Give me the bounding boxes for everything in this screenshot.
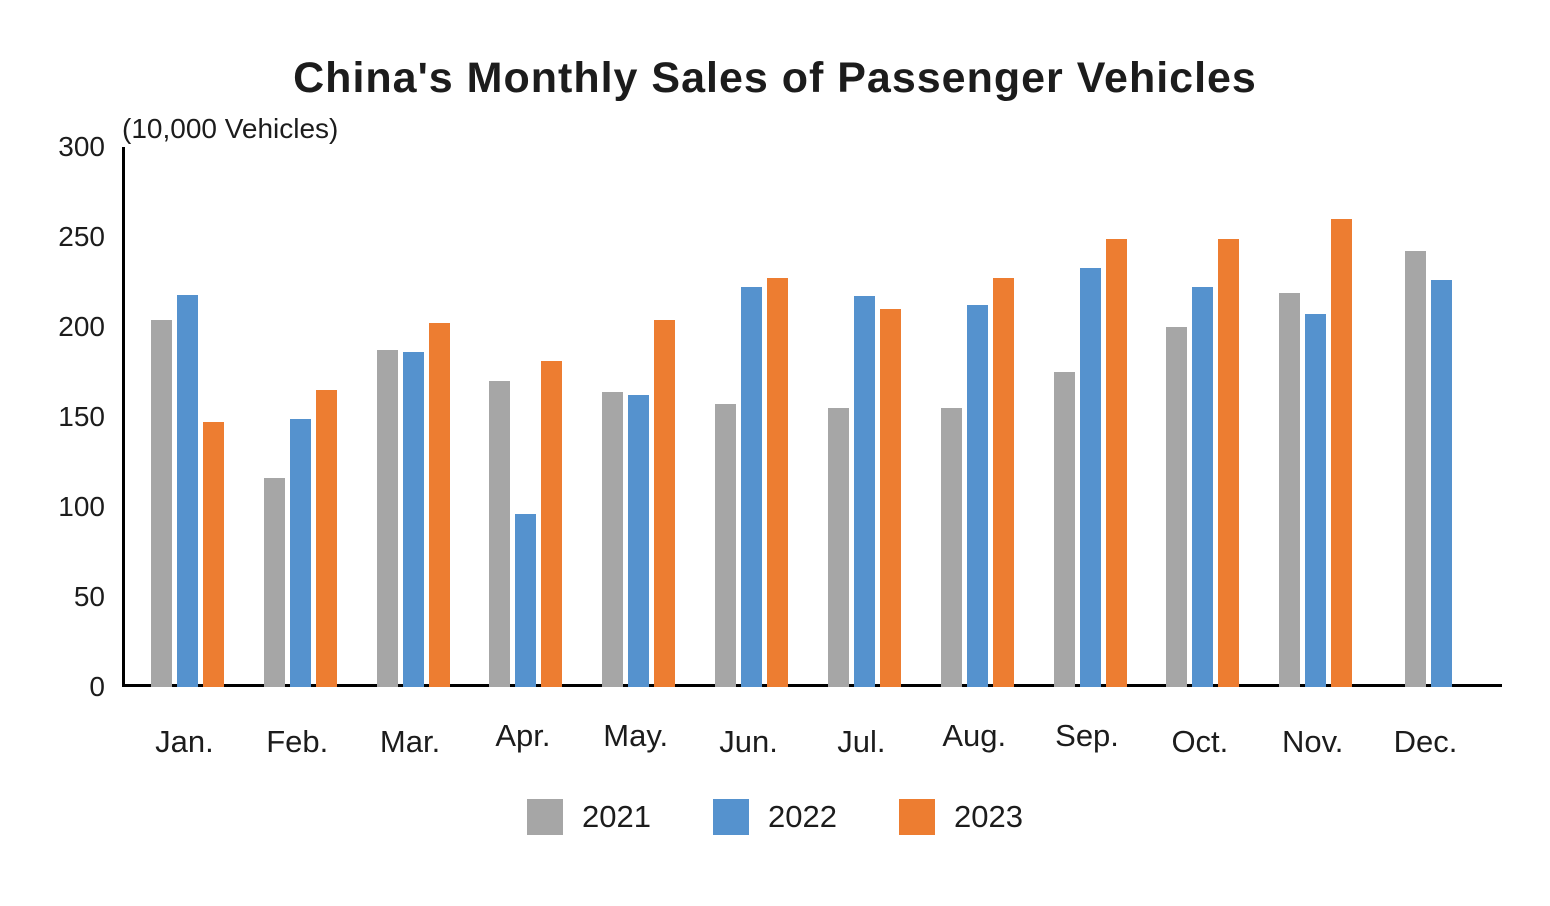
bar-2023-jan (202, 422, 224, 687)
bar-group-aug (921, 147, 1034, 687)
bar-2022-jan (176, 294, 198, 687)
legend-label-2022: 2022 (768, 799, 837, 834)
bar-2022-may (628, 395, 650, 687)
bar-2021-jul (827, 408, 849, 687)
x-axis-label-oct: Oct. (1171, 724, 1229, 759)
bar-2021-dec (1405, 251, 1427, 687)
bar-2021-aug (940, 408, 962, 687)
bar-2021-sep (1053, 372, 1075, 687)
bar-2021-apr (489, 381, 511, 687)
y-tick-label-50: 50 (73, 581, 105, 612)
x-axis-label-may: May. (603, 718, 669, 753)
legend-item-2023: 2023 (898, 799, 1023, 835)
bar-group-nov (1259, 147, 1372, 687)
bar-2023-aug (992, 278, 1014, 687)
legend-label-2023: 2023 (953, 799, 1023, 834)
legend-swatch-2022 (713, 799, 750, 835)
bar-2021-oct (1166, 327, 1188, 687)
bar-2022-sep (1079, 267, 1101, 687)
y-axis-unit-label: (10,000 Vehicles) (122, 113, 339, 144)
bar-2022-nov (1305, 314, 1327, 687)
bar-2021-may (602, 391, 624, 687)
bar-2023-apr (541, 361, 563, 687)
bar-2021-feb (263, 478, 285, 687)
legend-item-2022: 2022 (713, 799, 837, 835)
bar-2022-dec (1431, 280, 1453, 687)
plot-area (122, 147, 1482, 687)
bar-2022-mar (402, 352, 424, 687)
bar-2022-feb (289, 418, 311, 687)
y-tick-label-0: 0 (89, 671, 105, 702)
x-axis-label-jul: Jul. (837, 724, 886, 759)
legend-label-2021: 2021 (582, 799, 652, 834)
bar-2021-mar (376, 350, 398, 687)
bar-2021-jun (715, 404, 737, 687)
bar-group-may (582, 147, 695, 687)
bar-group-feb (244, 147, 357, 687)
bar-2023-sep (1105, 238, 1127, 687)
bars-layer (131, 147, 1485, 687)
bar-group-jun (695, 147, 808, 687)
x-axis-line-extension (1482, 684, 1502, 687)
x-axis-label-nov: Nov. (1281, 724, 1344, 759)
y-tick-label-100: 100 (58, 491, 105, 522)
bar-group-sep (1034, 147, 1147, 687)
bar-group-jul (808, 147, 921, 687)
bar-2023-jun (767, 278, 789, 687)
bar-2022-oct (1192, 287, 1214, 687)
x-axis-label-aug: Aug. (942, 718, 1007, 753)
bar-group-apr (469, 147, 582, 687)
bar-2022-apr (515, 514, 537, 687)
bar-2023-feb (315, 390, 337, 687)
bar-group-dec (1372, 147, 1485, 687)
legend: 2021 2022 2023 (0, 799, 1550, 835)
bar-2023-mar (428, 323, 450, 687)
x-axis-label-feb: Feb. (266, 724, 329, 759)
y-tick-label-200: 200 (58, 311, 105, 342)
x-axis-label-jun: Jun. (719, 724, 778, 759)
bar-2022-jul (853, 296, 875, 687)
x-axis-label-dec: Dec. (1393, 724, 1458, 759)
legend-swatch-2021 (527, 799, 564, 835)
bar-2023-nov (1331, 219, 1353, 687)
bar-2023-jul (879, 309, 901, 687)
bar-2022-aug (966, 305, 988, 687)
y-tick-label-150: 150 (58, 401, 105, 432)
x-axis-label-mar: Mar. (379, 724, 441, 759)
chart-title: China's Monthly Sales of Passenger Vehic… (293, 54, 1257, 102)
bar-group-mar (357, 147, 470, 687)
y-tick-label-300: 300 (58, 131, 105, 162)
bar-group-oct (1146, 147, 1259, 687)
y-tick-label-250: 250 (58, 221, 105, 252)
x-axis-label-jan: Jan. (155, 724, 214, 759)
bar-2022-jun (741, 287, 763, 687)
bar-group-jan (131, 147, 244, 687)
bar-2023-oct (1218, 238, 1240, 687)
x-axis-label-sep: Sep. (1055, 718, 1119, 753)
bar-2023-may (654, 319, 676, 687)
bar-2021-nov (1279, 292, 1301, 687)
legend-swatch-2023 (898, 799, 935, 835)
legend-item-2021: 2021 (527, 799, 651, 835)
x-axis-label-apr: Apr. (495, 718, 551, 753)
x-axis-labels: Jan. Feb. Mar. Apr. May. Jun. Jul. Aug. Sep. Oct.… (128, 718, 1482, 760)
bar-2021-jan (150, 319, 172, 687)
